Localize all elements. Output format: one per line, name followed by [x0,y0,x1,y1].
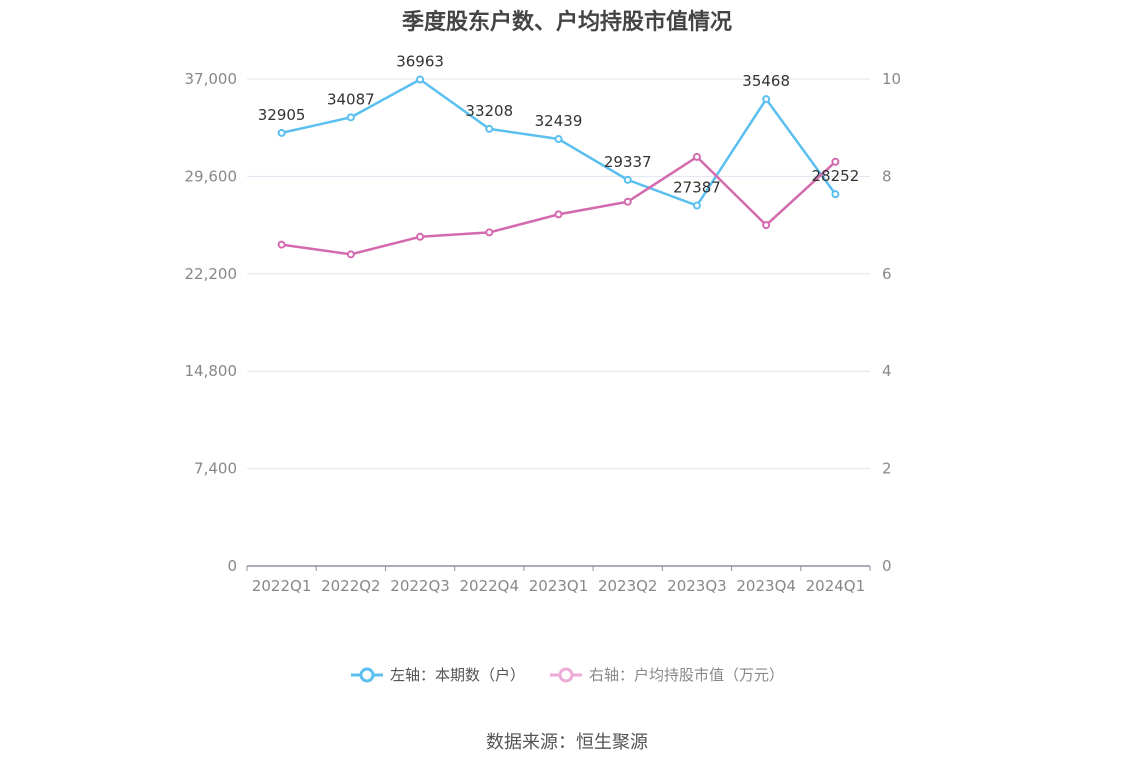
data-label: 28252 [812,167,860,185]
data-point-right [277,240,286,249]
legend-line-circle-icon [350,667,383,682]
data-point-right [485,228,494,237]
data-point-right [554,210,563,219]
data-labels: 32905 34087 36963 33208 32439 29337 27387 35468… [258,52,859,196]
data-label: 32905 [258,106,306,124]
axes: 0 0 7,400 2 14,800 4 22,200 6 29,600 8 37,000 10 202… [185,70,902,595]
data-point-left [762,95,771,104]
legend-label-left-axis: 左轴：本期数（户） [389,666,525,684]
y-left-tick-label: 0 [227,557,237,575]
grid-lines [247,78,870,470]
y-right-tick-label: 8 [882,167,892,185]
data-point-left [831,190,840,199]
data-point-right [831,157,840,166]
legend-item-left-axis[interactable]: 左轴：本期数（户） [350,664,525,685]
x-tick-label: 2023Q1 [529,577,589,595]
y-right-tick-label: 6 [882,265,892,283]
series-points [277,75,840,259]
data-label: 33208 [465,102,513,120]
data-point-right [416,232,425,241]
x-tick-label: 2022Q3 [390,577,450,595]
data-point-right [762,221,771,230]
data-point-right [692,152,701,161]
x-tick-label: 2022Q1 [252,577,312,595]
data-label: 29337 [604,153,652,171]
data-point-right [346,250,355,259]
data-label: 32439 [535,112,583,130]
data-source: 数据来源：恒生聚源 [486,732,648,753]
data-point-left [346,113,355,122]
y-left-tick-label: 7,400 [194,460,237,478]
x-tick-label: 2022Q4 [460,577,520,595]
chart-title: 季度股东户数、户均持股市值情况 [401,10,732,35]
x-tick-label: 2022Q2 [321,577,381,595]
data-point-left [277,128,286,137]
data-label: 27387 [673,179,721,197]
data-point-left [623,175,632,184]
y-right-tick-label: 0 [882,557,892,575]
data-point-right [623,197,632,206]
data-label: 36963 [396,52,444,70]
y-right-tick-label: 4 [882,362,892,380]
x-tick-label: 2023Q4 [736,577,796,595]
y-left-tick-label: 29,600 [185,167,238,185]
x-tick-label: 2023Q2 [598,577,658,595]
y-left-tick-label: 14,800 [185,362,238,380]
data-point-left [692,201,701,210]
y-left-tick-label: 37,000 [185,70,238,88]
data-point-left [416,75,425,84]
series-line-right [281,155,837,256]
y-left-tick-label: 22,200 [185,265,238,283]
x-tick-label: 2024Q1 [806,577,866,595]
y-right-tick-label: 10 [882,70,901,88]
legend: 左轴：本期数（户） 右轴：户均持股市值（万元） [0,664,1134,685]
x-tick-label: 2023Q3 [667,577,727,595]
data-point-left [485,124,494,133]
y-right-tick-label: 2 [882,460,892,478]
legend-label-right-axis: 右轴：户均持股市值（万元） [589,666,785,684]
legend-line-circle-icon [550,667,582,682]
data-label: 34087 [327,90,375,108]
legend-item-right-axis[interactable]: 右轴：户均持股市值（万元） [549,664,784,685]
data-label: 35468 [742,72,790,90]
data-point-left [554,135,563,144]
